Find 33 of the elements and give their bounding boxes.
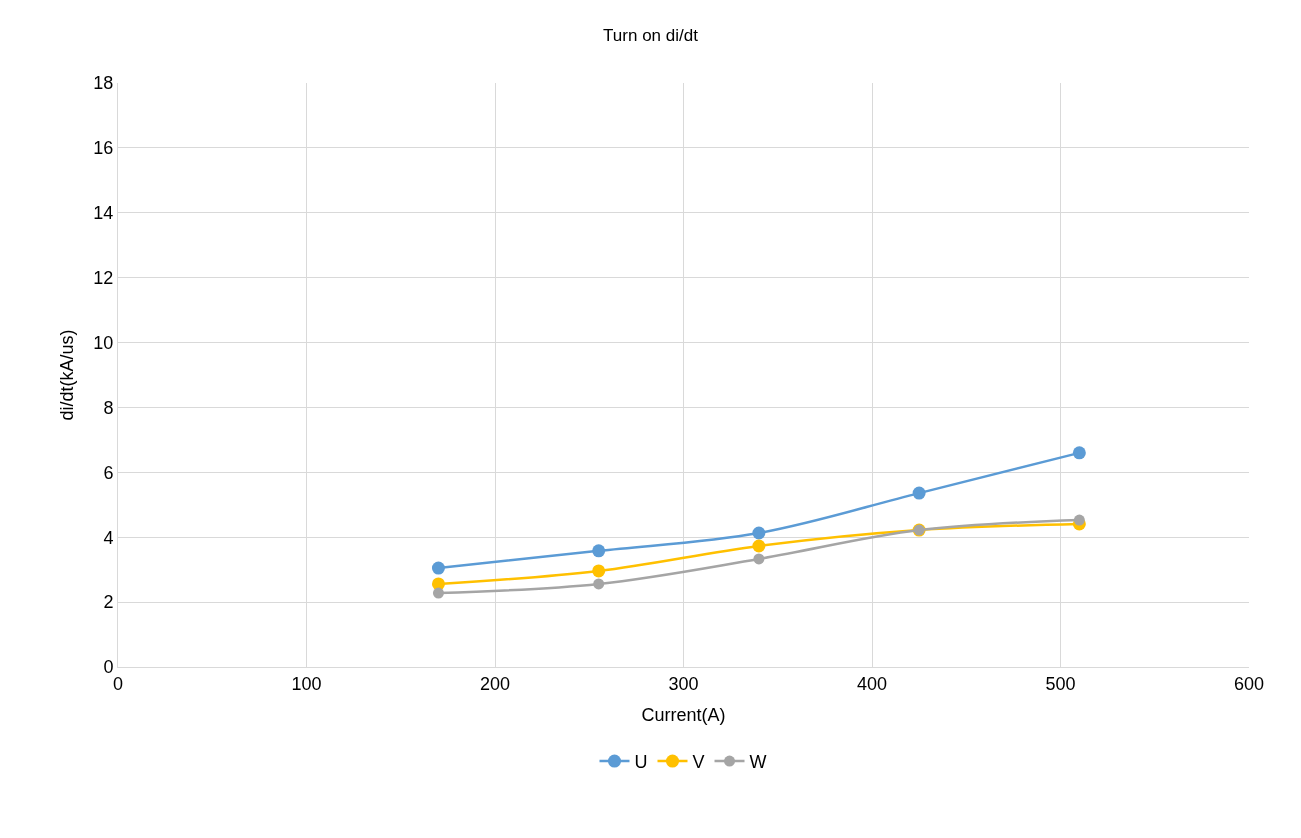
- legend-label: W: [749, 752, 767, 773]
- legend-label: U: [634, 752, 648, 773]
- y-tick-label: 16: [93, 138, 114, 159]
- point: [912, 486, 926, 500]
- y-tick-label: 14: [93, 203, 114, 224]
- x-tick-label: 400: [856, 673, 888, 694]
- point: [1073, 514, 1085, 526]
- point: [592, 564, 606, 578]
- point: [593, 578, 605, 590]
- legend-label: V: [692, 752, 705, 773]
- point: [431, 561, 445, 575]
- y-tick-label: 18: [93, 73, 114, 94]
- chart-title: Turn on di/dt: [603, 26, 699, 46]
- point: [592, 544, 606, 558]
- point: [752, 539, 766, 553]
- y-tick-label: 12: [93, 267, 114, 288]
- y-tick-label: 0: [103, 657, 114, 678]
- x-tick-label: 100: [291, 673, 322, 694]
- x-tick-label: 500: [1045, 673, 1076, 694]
- y-tick-label: 8: [103, 397, 114, 418]
- y-tick-label: 4: [103, 527, 114, 548]
- y-tick-label: 2: [103, 592, 114, 613]
- point: [1072, 446, 1086, 460]
- x-tick-label: 600: [1233, 673, 1265, 694]
- x-tick-label: 300: [668, 673, 699, 694]
- point: [752, 526, 766, 540]
- y-tick-label: 10: [93, 332, 114, 353]
- y-axis-title: di/dt(kA/us): [56, 329, 77, 421]
- x-tick-label: 200: [479, 673, 511, 694]
- point: [753, 553, 765, 565]
- x-axis-title: Current(A): [641, 704, 726, 725]
- point: [432, 587, 444, 599]
- y-tick-label: 6: [103, 462, 114, 483]
